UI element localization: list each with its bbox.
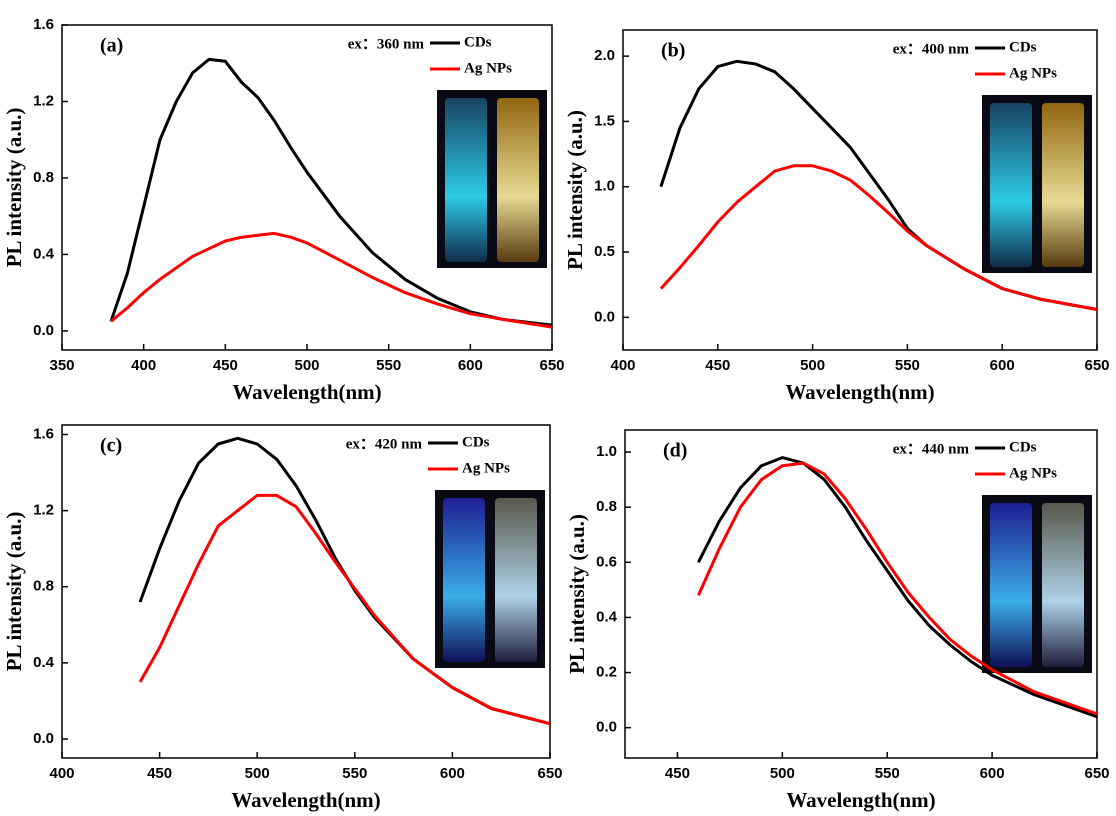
x-tick-label: 550 bbox=[342, 765, 367, 782]
y-tick-label: 0.0 bbox=[594, 308, 615, 325]
line-series bbox=[659, 164, 1098, 311]
annotation: ex：420 nm bbox=[346, 436, 423, 452]
y-tick-label: 0.0 bbox=[596, 719, 617, 736]
cuvette bbox=[990, 103, 1032, 267]
legend-label: CDs bbox=[464, 34, 492, 50]
legend-label: Ag NPs bbox=[1009, 65, 1057, 81]
x-tick-label: 450 bbox=[147, 765, 172, 782]
y-tick-label: 0.4 bbox=[596, 608, 618, 625]
x-tick-label: 650 bbox=[1084, 765, 1109, 782]
x-tick-label: 600 bbox=[980, 765, 1005, 782]
cuvette bbox=[1042, 103, 1084, 267]
y-tick-label: 0.8 bbox=[596, 498, 617, 515]
x-tick-label: 550 bbox=[875, 765, 900, 782]
x-tick-label: 450 bbox=[705, 357, 730, 374]
x-tick-label: 500 bbox=[294, 357, 319, 374]
legend-label: CDs bbox=[462, 434, 490, 450]
x-tick-label: 650 bbox=[537, 765, 562, 782]
x-tick-label: 650 bbox=[539, 357, 564, 374]
plot-frame bbox=[61, 424, 551, 759]
x-tick-label: 550 bbox=[376, 357, 401, 374]
line-series bbox=[109, 57, 553, 327]
y-tick-label: 0.0 bbox=[33, 322, 54, 339]
panel-label: (c) bbox=[100, 435, 122, 457]
y-tick-label: 1.5 bbox=[594, 112, 615, 129]
x-tick-label: 500 bbox=[245, 765, 270, 782]
cuvette bbox=[443, 498, 485, 662]
line-series bbox=[697, 456, 1098, 719]
y-tick-label: 0.5 bbox=[594, 243, 615, 260]
annotation: ex：440 nm bbox=[893, 441, 970, 457]
annotation: ex：360 nm bbox=[348, 36, 425, 52]
y-axis-label: PL intensity (a.u.) bbox=[563, 110, 587, 270]
x-tick-label: 500 bbox=[770, 765, 795, 782]
y-tick-label: 0.0 bbox=[33, 730, 54, 747]
x-axis-label: Wavelength(nm) bbox=[785, 380, 934, 404]
y-tick-label: 0.4 bbox=[33, 245, 55, 262]
cuvette bbox=[495, 498, 537, 662]
x-tick-label: 400 bbox=[610, 357, 635, 374]
x-tick-label: 450 bbox=[213, 357, 238, 374]
panel-label: (d) bbox=[663, 440, 687, 462]
x-axis-label: Wavelength(nm) bbox=[231, 788, 380, 812]
panel-label: (b) bbox=[661, 40, 685, 62]
y-tick-label: 0.4 bbox=[33, 654, 55, 671]
x-tick-label: 350 bbox=[49, 357, 74, 374]
y-tick-label: 0.8 bbox=[33, 578, 54, 595]
x-tick-label: 550 bbox=[895, 357, 920, 374]
x-tick-label: 400 bbox=[49, 765, 74, 782]
y-tick-label: 1.2 bbox=[33, 92, 54, 109]
line-series bbox=[110, 231, 553, 329]
y-axis-label: PL intensity (a.u.) bbox=[2, 512, 26, 672]
annotation: ex：400 nm bbox=[893, 41, 970, 57]
y-tick-label: 1.0 bbox=[596, 443, 617, 460]
legend-label: Ag NPs bbox=[462, 460, 510, 476]
plot-frame bbox=[624, 429, 1098, 759]
x-axis-label: Wavelength(nm) bbox=[786, 788, 935, 812]
legend-label: CDs bbox=[1009, 39, 1037, 55]
y-tick-label: 1.6 bbox=[33, 16, 54, 33]
x-tick-label: 600 bbox=[458, 357, 483, 374]
y-tick-label: 1.2 bbox=[33, 502, 54, 519]
line-series bbox=[697, 461, 1098, 716]
y-tick-label: 0.6 bbox=[596, 553, 617, 570]
y-axis-label: PL intensity (a.u.) bbox=[565, 514, 589, 674]
cuvette bbox=[990, 503, 1032, 667]
legend-label: Ag NPs bbox=[464, 60, 512, 76]
y-tick-label: 2.0 bbox=[594, 47, 615, 64]
y-tick-label: 1.6 bbox=[33, 425, 54, 442]
legend-label: Ag NPs bbox=[1009, 465, 1057, 481]
line-series bbox=[138, 493, 551, 726]
x-tick-label: 600 bbox=[990, 357, 1015, 374]
plot-frame bbox=[622, 29, 1098, 351]
cuvette bbox=[445, 98, 487, 262]
y-tick-label: 0.8 bbox=[33, 169, 54, 186]
x-tick-label: 400 bbox=[131, 357, 156, 374]
y-tick-label: 0.2 bbox=[596, 664, 617, 681]
x-tick-label: 650 bbox=[1084, 357, 1109, 374]
legend-label: CDs bbox=[1009, 439, 1037, 455]
cuvette bbox=[1042, 503, 1084, 667]
y-tick-label: 1.0 bbox=[594, 178, 615, 195]
x-tick-label: 450 bbox=[665, 765, 690, 782]
x-tick-label: 500 bbox=[800, 357, 825, 374]
y-axis-label: PL intensity (a.u.) bbox=[2, 108, 26, 268]
panel-label: (a) bbox=[100, 35, 123, 57]
x-tick-label: 600 bbox=[440, 765, 465, 782]
x-axis-label: Wavelength(nm) bbox=[232, 380, 381, 404]
cuvette bbox=[497, 98, 539, 262]
